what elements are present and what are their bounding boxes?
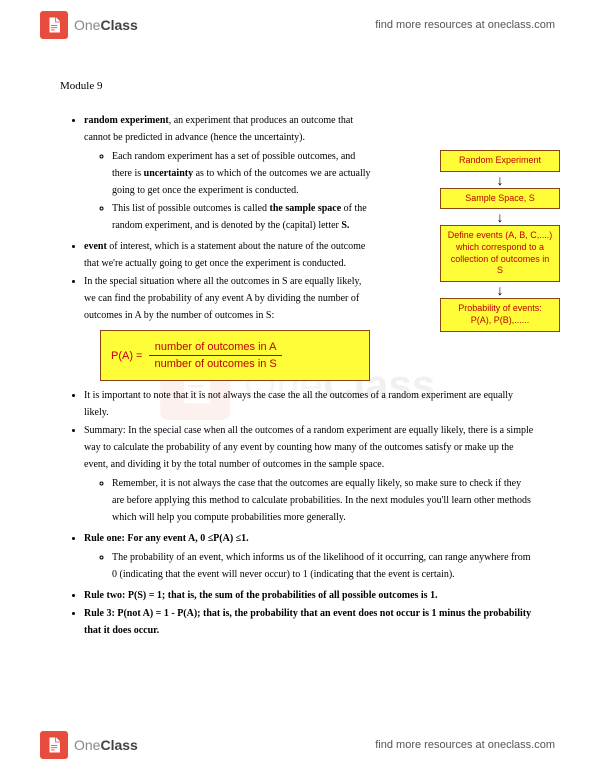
flow-box: Define events (A, B, C,....) which corre… (440, 225, 560, 282)
header: OneClass find more resources at oneclass… (0, 0, 595, 50)
list-item: Rule two: P(S) = 1; that is, the sum of … (84, 587, 535, 604)
doc-icon (40, 731, 68, 759)
list-item: Each random experiment has a set of poss… (112, 148, 374, 199)
list-item: The probability of an event, which infor… (112, 549, 535, 583)
list-item: Remember, it is not always the case that… (112, 475, 535, 526)
flow-box: Random Experiment (440, 150, 560, 172)
list-item: Rule one: For any event A, 0 ≤P(A) ≤1.Th… (84, 530, 535, 583)
down-arrow-icon: ↓ (497, 283, 504, 297)
module-title: Module 9 (60, 80, 535, 92)
formula-numerator: number of outcomes in A (149, 339, 283, 356)
formula-denominator: number of outcomes in S (148, 356, 282, 372)
brand-text: OneClass (74, 737, 138, 753)
list-item: random experiment, an experiment that pr… (84, 112, 374, 234)
flowchart: Random Experiment↓Sample Space, S↓Define… (435, 150, 565, 332)
brand-logo-footer[interactable]: OneClass (40, 731, 138, 759)
list-item: This list of possible outcomes is called… (112, 200, 374, 234)
flow-box: Probability of events: P(A), P(B),...... (440, 298, 560, 331)
list-item: event of interest, which is a statement … (84, 238, 374, 272)
brand-text: OneClass (74, 17, 138, 33)
list-item: Summary: In the special case when all th… (84, 422, 535, 526)
list-item: It is important to note that it is not a… (84, 387, 535, 421)
list-item: Rule 3: P(not A) = 1 - P(A); that is, th… (84, 605, 535, 639)
down-arrow-icon: ↓ (497, 173, 504, 187)
tagline-link-footer[interactable]: find more resources at oneclass.com (375, 739, 555, 751)
formula-lhs: P(A) = (111, 350, 142, 362)
down-arrow-icon: ↓ (497, 210, 504, 224)
bullet-list-bottom: It is important to note that it is not a… (60, 387, 535, 639)
tagline-link[interactable]: find more resources at oneclass.com (375, 19, 555, 31)
list-item: In the special situation where all the o… (84, 273, 374, 324)
brand-logo[interactable]: OneClass (40, 11, 138, 39)
flow-box: Sample Space, S (440, 188, 560, 210)
page-content: Module 9 random experiment, an experimen… (0, 50, 595, 653)
formula-box: P(A) = number of outcomes in A number of… (100, 330, 370, 381)
doc-icon (40, 11, 68, 39)
footer: OneClass find more resources at oneclass… (0, 720, 595, 770)
